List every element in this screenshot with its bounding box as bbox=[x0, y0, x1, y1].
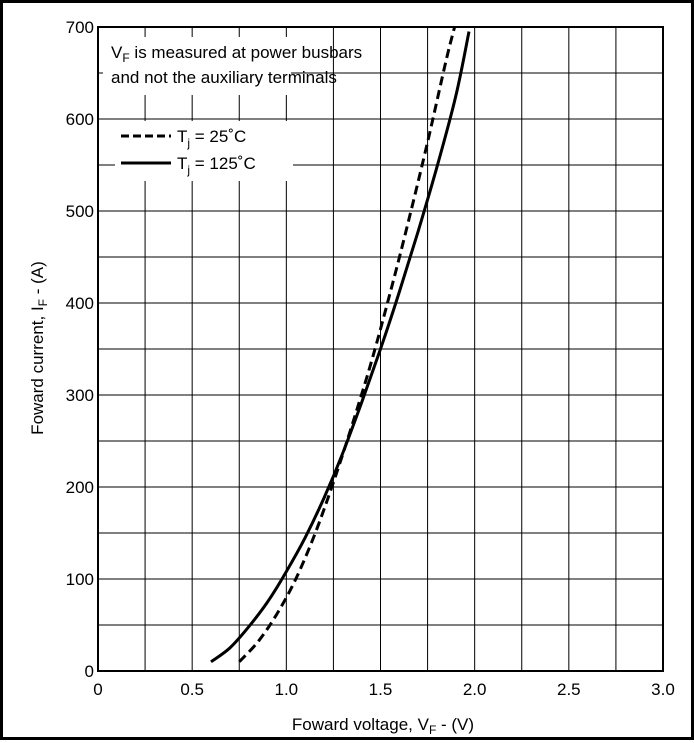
y-tick-label: 400 bbox=[66, 294, 94, 313]
y-tick-label: 100 bbox=[66, 570, 94, 589]
y-axis-label: Foward current, IF - (A) bbox=[28, 261, 50, 435]
annotation-line-2: and not the auxiliary terminals bbox=[111, 68, 337, 87]
x-tick-label: 1.0 bbox=[275, 680, 299, 699]
plot-border bbox=[97, 26, 664, 672]
legend: Tj = 25˚C Tj = 125˚C bbox=[115, 121, 293, 181]
y-tick-label: 300 bbox=[66, 386, 94, 405]
forward-characteristic-chart: 0 0.5 1.0 1.5 2.0 2.5 3.0 0 100 200 300 400 500 600 7… bbox=[28, 18, 675, 737]
legend-label-125c: Tj = 125˚C bbox=[177, 154, 256, 177]
series-line-tj-125c bbox=[210, 31, 471, 664]
y-tick-label: 700 bbox=[66, 18, 94, 37]
x-tick-label: 2.5 bbox=[557, 680, 581, 699]
series-line-tj-25c bbox=[238, 27, 457, 663]
y-tick-label: 0 bbox=[85, 662, 94, 681]
y-tick-labels: 0 100 200 300 400 500 600 700 bbox=[66, 18, 94, 681]
y-tick-label: 200 bbox=[66, 478, 94, 497]
x-tick-label: 0.5 bbox=[180, 680, 204, 699]
y-tick-label: 600 bbox=[66, 110, 94, 129]
x-tick-label: 1.5 bbox=[369, 680, 393, 699]
x-tick-labels: 0 0.5 1.0 1.5 2.0 2.5 3.0 bbox=[93, 680, 675, 699]
x-tick-label: 0 bbox=[93, 680, 102, 699]
annotation: VF is measured at power busbars and not … bbox=[103, 37, 362, 95]
x-tick-label: 3.0 bbox=[651, 680, 675, 699]
y-tick-label: 500 bbox=[66, 202, 94, 221]
legend-label-25c: Tj = 25˚C bbox=[177, 127, 246, 150]
x-axis-label: Foward voltage, VF - (V) bbox=[292, 715, 474, 737]
series-layer bbox=[210, 27, 471, 664]
annotation-line-1: VF is measured at power busbars bbox=[111, 43, 362, 65]
x-tick-label: 2.0 bbox=[463, 680, 487, 699]
